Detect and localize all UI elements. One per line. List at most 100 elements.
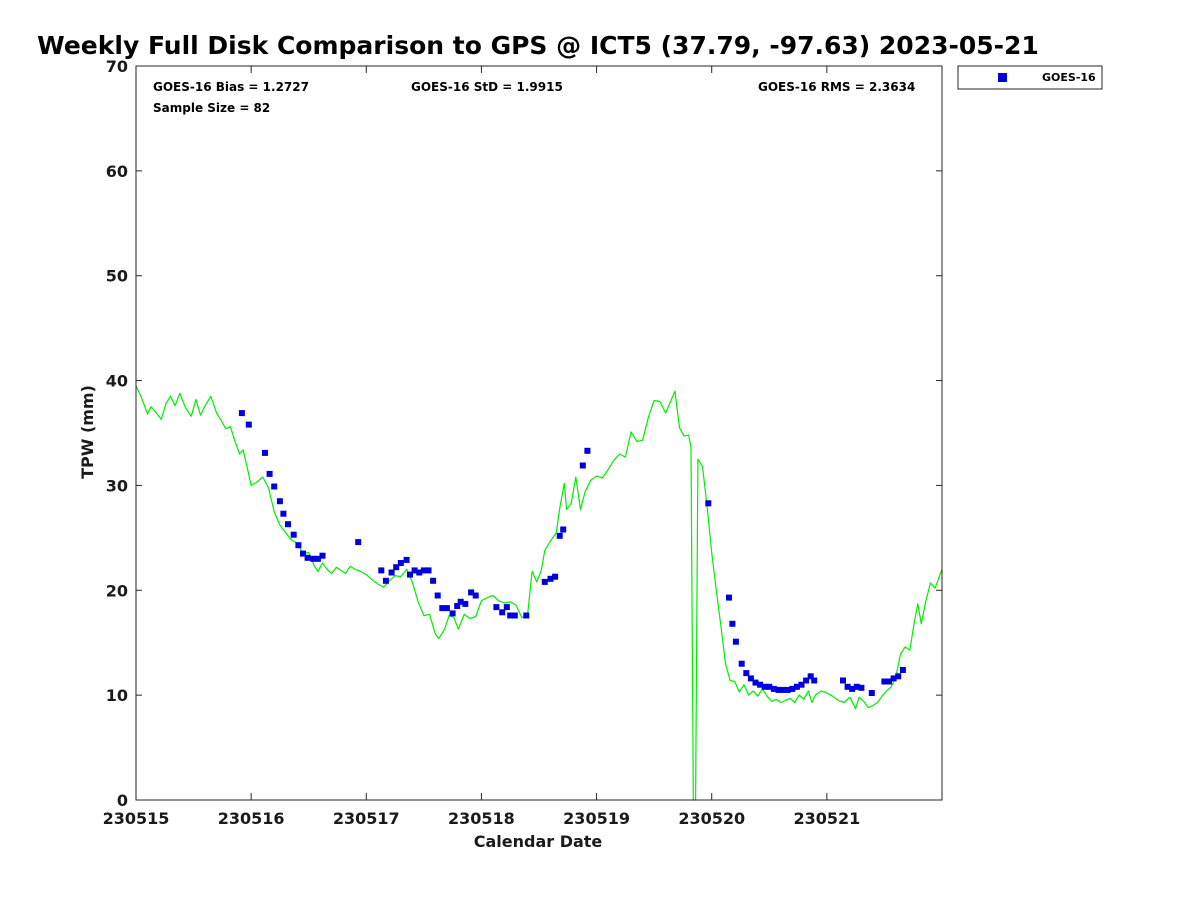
goes16-data-point xyxy=(858,684,865,691)
goes16-data-point xyxy=(547,575,554,582)
goes16-data-point xyxy=(798,681,805,688)
goes16-data-point xyxy=(290,531,297,538)
goes16-data-point xyxy=(425,567,432,574)
goes16-data-point xyxy=(844,683,851,690)
std-stat: GOES-16 StD = 1.9915 xyxy=(411,80,563,94)
goes16-data-point xyxy=(511,612,518,619)
goes16-data-point xyxy=(493,604,500,611)
goes16-data-point xyxy=(853,683,860,690)
x-tick-label: 230517 xyxy=(333,809,400,828)
goes16-data-point xyxy=(314,555,321,562)
goes16-data-point xyxy=(449,610,456,617)
goes16-data-point xyxy=(295,542,302,549)
goes16-data-point xyxy=(579,462,586,469)
goes16-data-point xyxy=(752,679,759,686)
goes16-data-point xyxy=(430,577,437,584)
goes16-data-point xyxy=(403,556,410,563)
goes16-data-point xyxy=(732,638,739,645)
goes16-data-point xyxy=(443,605,450,612)
goes16-data-point xyxy=(245,421,252,428)
goes16-data-point xyxy=(393,564,400,571)
goes16-data-point xyxy=(439,605,446,612)
goes16-data-point xyxy=(238,410,245,417)
goes16-data-point xyxy=(416,569,423,576)
legend-label: GOES-16 xyxy=(1042,71,1096,84)
y-tick-label: 40 xyxy=(106,372,128,391)
goes16-data-point xyxy=(266,470,273,477)
y-tick-label: 30 xyxy=(106,476,128,495)
goes16-data-point xyxy=(556,532,563,539)
x-tick-label: 230520 xyxy=(678,809,745,828)
x-tick-label: 230521 xyxy=(793,809,860,828)
goes16-data-point xyxy=(770,685,777,692)
goes16-data-point xyxy=(890,675,897,682)
goes16-data-point xyxy=(584,447,591,454)
sample-size-stat: Sample Size = 82 xyxy=(153,101,270,115)
goes16-data-point xyxy=(280,510,287,517)
goes16-data-point xyxy=(285,521,291,528)
goes16-data-point xyxy=(355,539,362,546)
goes16-data-point xyxy=(276,498,283,505)
goes16-data-point xyxy=(849,685,856,692)
goes16-data-point xyxy=(738,660,745,667)
goes16-data-point xyxy=(388,569,395,576)
goes16-data-point xyxy=(507,612,514,619)
y-tick-label: 70 xyxy=(106,57,128,76)
goes16-data-point xyxy=(743,670,750,677)
goes16-data-point xyxy=(462,600,469,607)
goes16-data-point xyxy=(262,449,268,456)
x-tick-label: 230516 xyxy=(218,809,285,828)
data-layer xyxy=(135,385,943,801)
goes16-data-point xyxy=(840,677,846,684)
goes16-data-point xyxy=(560,526,567,533)
x-axis-label: Calendar Date xyxy=(474,832,603,851)
goes16-data-point xyxy=(775,686,782,693)
rms-stat: GOES-16 RMS = 2.3634 xyxy=(758,80,915,94)
goes16-data-point xyxy=(552,573,559,580)
goes16-data-point xyxy=(761,683,768,690)
goes16-data-point xyxy=(766,683,773,690)
goes16-data-point xyxy=(411,567,418,574)
goes16-data-point xyxy=(541,578,548,585)
goes16-data-point xyxy=(881,678,888,685)
goes16-data-point xyxy=(886,678,892,685)
y-tick-label: 20 xyxy=(106,581,128,600)
y-tick-label: 50 xyxy=(106,267,128,286)
goes16-data-point xyxy=(472,592,479,599)
legend-box xyxy=(957,65,1103,90)
chart-title: Weekly Full Disk Comparison to GPS @ ICT… xyxy=(37,31,1039,60)
goes16-data-point xyxy=(304,554,311,561)
legend: GOES-16 xyxy=(957,65,1103,90)
goes16-data-point xyxy=(807,673,814,680)
x-tick-label: 230518 xyxy=(448,809,515,828)
goes16-data-point xyxy=(382,577,389,584)
goes16-data-point xyxy=(793,683,800,690)
goes16-data-point xyxy=(310,555,317,562)
x-tick-label: 230519 xyxy=(563,809,630,828)
goes16-data-point xyxy=(319,552,326,559)
goes16-data-point xyxy=(499,609,506,616)
goes16-data-point xyxy=(378,567,385,574)
goes16-data-point xyxy=(726,594,732,601)
y-axis-label: TPW (mm) xyxy=(78,385,97,479)
goes16-data-point xyxy=(784,686,791,693)
goes16-data-point xyxy=(789,685,796,692)
goes16-data-point xyxy=(454,603,461,609)
y-tick-label: 60 xyxy=(106,162,128,181)
gps-tpw-line xyxy=(135,385,943,801)
goes16-data-point xyxy=(407,571,413,578)
goes16-data-point xyxy=(803,677,810,684)
goes16-data-point xyxy=(705,500,712,507)
goes16-data-point xyxy=(420,567,427,574)
goes16-data-point xyxy=(300,550,306,557)
x-axis: 230515 230516 230517 230518 230519 230520 2305… xyxy=(103,66,860,828)
goes16-data-point xyxy=(757,681,764,688)
y-tick-label: 10 xyxy=(106,686,128,705)
goes16-data-point xyxy=(895,673,902,680)
goes16-data-point xyxy=(271,483,278,490)
goes16-data-point xyxy=(434,592,441,599)
goes16-data-point xyxy=(747,675,754,682)
goes16-data-point xyxy=(729,620,736,627)
goes16-data-point xyxy=(503,604,510,611)
